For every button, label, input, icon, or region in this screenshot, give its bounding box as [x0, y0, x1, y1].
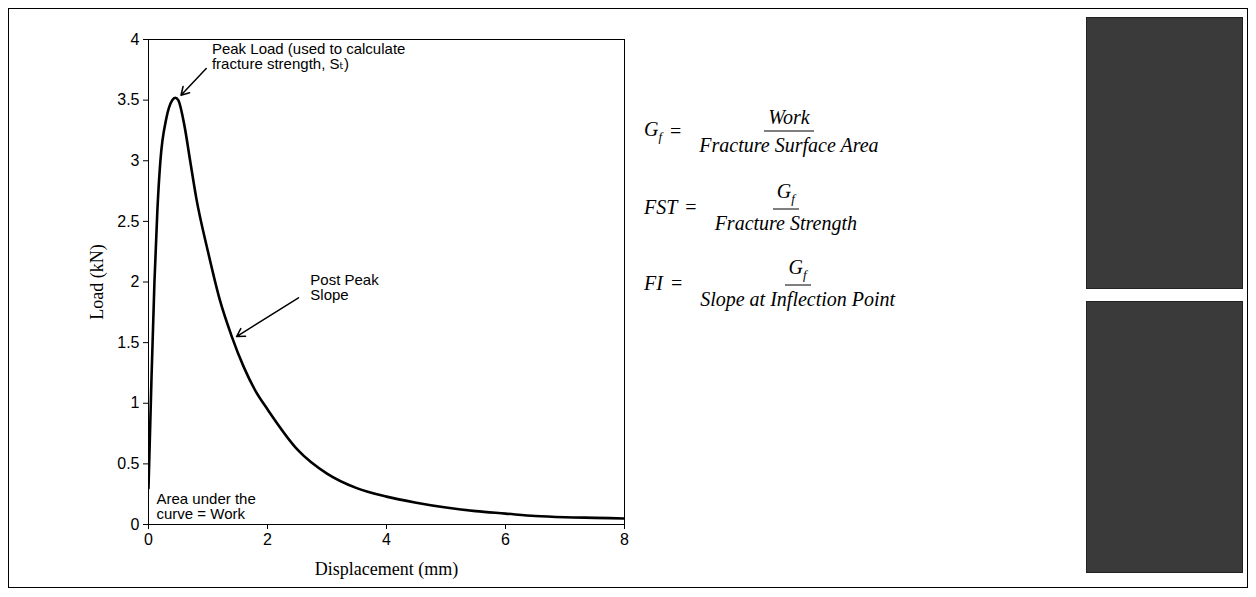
html-text:Gf: Gf — [788, 255, 807, 282]
svg-text:0: 0 — [144, 531, 153, 548]
html-text:Slope at Inflection Point: Slope at Inflection Point — [700, 287, 896, 310]
svg-text:0.5: 0.5 — [117, 455, 139, 472]
svg-text:3.5: 3.5 — [117, 91, 139, 108]
svg-text:1.5: 1.5 — [117, 334, 139, 351]
svg-text:8: 8 — [620, 531, 629, 548]
html-text:Work: Work — [768, 105, 810, 128]
svg-text:2: 2 — [131, 273, 140, 290]
svg-text:3: 3 — [131, 152, 140, 169]
html-text:FST =: FST = — [644, 195, 697, 218]
svg-text:0: 0 — [131, 516, 140, 533]
html-text:FI =: FI = — [644, 271, 683, 294]
svg-text:Area under thecurve = Work: Area under thecurve = Work — [157, 490, 256, 522]
svg-text:Load (kN): Load (kN) — [87, 244, 108, 319]
svg-text:6: 6 — [501, 531, 510, 548]
html-text:Gf: Gf — [776, 179, 795, 206]
svg-text:Post PeakSlope: Post PeakSlope — [310, 271, 379, 303]
svg-text:2.5: 2.5 — [117, 212, 139, 229]
svg-text:4: 4 — [131, 31, 140, 48]
svg-text:Displacement (mm): Displacement (mm) — [315, 559, 458, 580]
html-text:Gf =: Gf = — [644, 117, 682, 144]
svg-text:Peak Load (used to calculatefr: Peak Load (used to calculatefracture str… — [212, 40, 405, 72]
svg-text:2: 2 — [263, 531, 272, 548]
html-text:Fracture Strength: Fracture Strength — [714, 211, 857, 234]
html-text:Fracture Surface Area: Fracture Surface Area — [699, 133, 879, 156]
svg-text:4: 4 — [382, 531, 391, 548]
svg-text:1: 1 — [131, 394, 140, 411]
